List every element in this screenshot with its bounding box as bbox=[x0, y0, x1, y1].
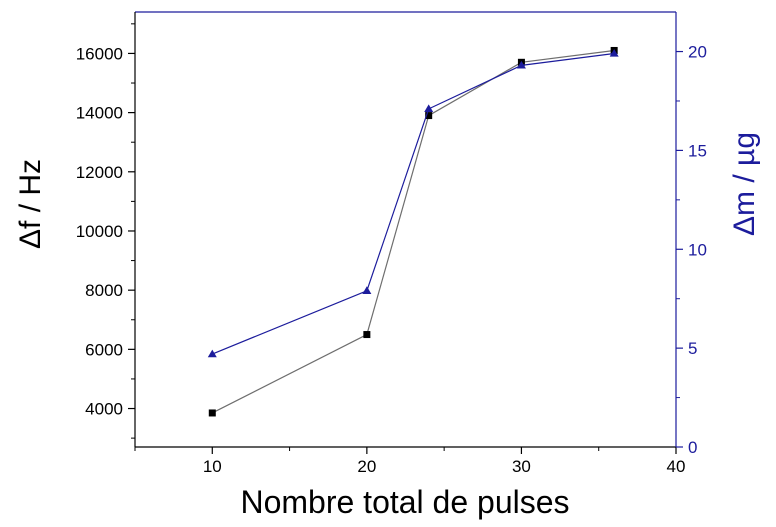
y-left-tick-label: 14000 bbox=[76, 104, 123, 123]
y-right-tick-label: 15 bbox=[688, 141, 707, 160]
x-tick-label: 40 bbox=[667, 457, 686, 476]
data-point-frequency bbox=[363, 331, 371, 339]
y-left-tick-label: 16000 bbox=[76, 44, 123, 63]
x-tick-label: 30 bbox=[512, 457, 531, 476]
series-line-frequency bbox=[212, 49, 615, 414]
data-point-frequency bbox=[425, 112, 433, 120]
y-right-tick-label: 10 bbox=[688, 240, 707, 259]
x-axis-title: Nombre total de pulses bbox=[240, 484, 569, 520]
data-point-mass bbox=[609, 49, 619, 57]
y-axis-left-title: Δf / Hz bbox=[14, 159, 47, 249]
x-tick-label: 10 bbox=[203, 457, 222, 476]
series-layer bbox=[207, 46, 619, 417]
data-point-frequency bbox=[208, 409, 216, 417]
x-tick-label: 20 bbox=[357, 457, 376, 476]
y-left-tick-label: 12000 bbox=[76, 163, 123, 182]
y-right-tick-label: 20 bbox=[688, 43, 707, 62]
y-left-tick-label: 8000 bbox=[85, 281, 123, 300]
data-point-mass bbox=[424, 104, 434, 113]
y-left-tick-label: 6000 bbox=[85, 340, 123, 359]
y-right-tick-label: 0 bbox=[688, 438, 697, 457]
y-axis-right: 0 5 10 15 20 bbox=[676, 43, 707, 457]
y-left-tick-label: 10000 bbox=[76, 222, 123, 241]
y-left-tick-label: 4000 bbox=[85, 400, 123, 419]
plot-frame bbox=[134, 11, 677, 448]
x-axis: 10 20 30 40 bbox=[134, 447, 686, 476]
data-point-mass bbox=[516, 60, 526, 69]
series-line-mass bbox=[212, 52, 615, 355]
y-axis-left: 4000 6000 8000 10000 12000 14000 16000 bbox=[76, 23, 135, 439]
data-point-mass bbox=[207, 349, 217, 358]
y-right-tick-label: 5 bbox=[688, 339, 697, 358]
y-axis-right-title: Δm / µg bbox=[728, 132, 761, 236]
data-point-mass bbox=[362, 286, 372, 294]
